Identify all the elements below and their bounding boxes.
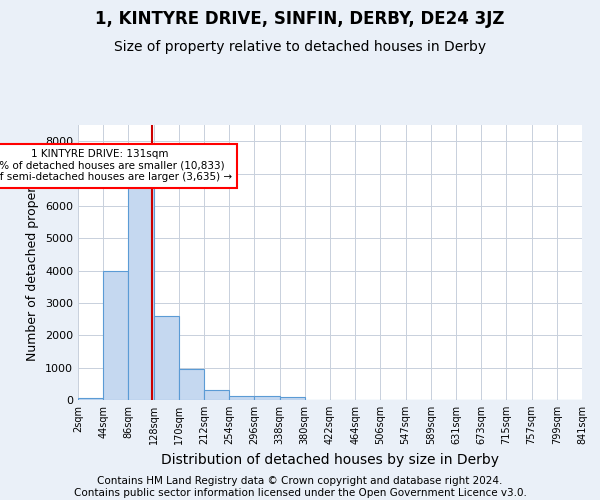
Text: 1, KINTYRE DRIVE, SINFIN, DERBY, DE24 3JZ: 1, KINTYRE DRIVE, SINFIN, DERBY, DE24 3J… [95, 10, 505, 28]
Bar [154, 316, 179, 400]
X-axis label: Distribution of detached houses by size in Derby: Distribution of detached houses by size … [161, 452, 499, 466]
Bar [128, 186, 154, 400]
Y-axis label: Number of detached properties: Number of detached properties [26, 164, 40, 361]
Bar [254, 396, 280, 400]
Bar [229, 396, 254, 400]
Bar [280, 397, 305, 400]
Text: Contains HM Land Registry data © Crown copyright and database right 2024.
Contai: Contains HM Land Registry data © Crown c… [74, 476, 526, 498]
Text: 1 KINTYRE DRIVE: 131sqm
← 74% of detached houses are smaller (10,833)
25% of sem: 1 KINTYRE DRIVE: 131sqm ← 74% of detache… [0, 150, 232, 182]
Bar [179, 370, 204, 400]
Bar [78, 398, 103, 400]
Bar [204, 390, 229, 400]
Bar [103, 270, 128, 400]
Text: Size of property relative to detached houses in Derby: Size of property relative to detached ho… [114, 40, 486, 54]
